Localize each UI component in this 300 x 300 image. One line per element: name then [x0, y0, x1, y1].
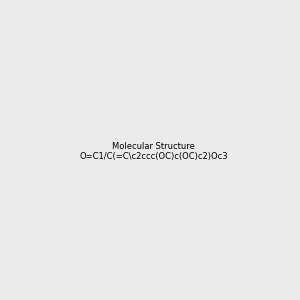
- Text: Molecular Structure
O=C1/C(=C\c2ccc(OC)c(OC)c2)Oc3: Molecular Structure O=C1/C(=C\c2ccc(OC)c…: [80, 142, 228, 161]
